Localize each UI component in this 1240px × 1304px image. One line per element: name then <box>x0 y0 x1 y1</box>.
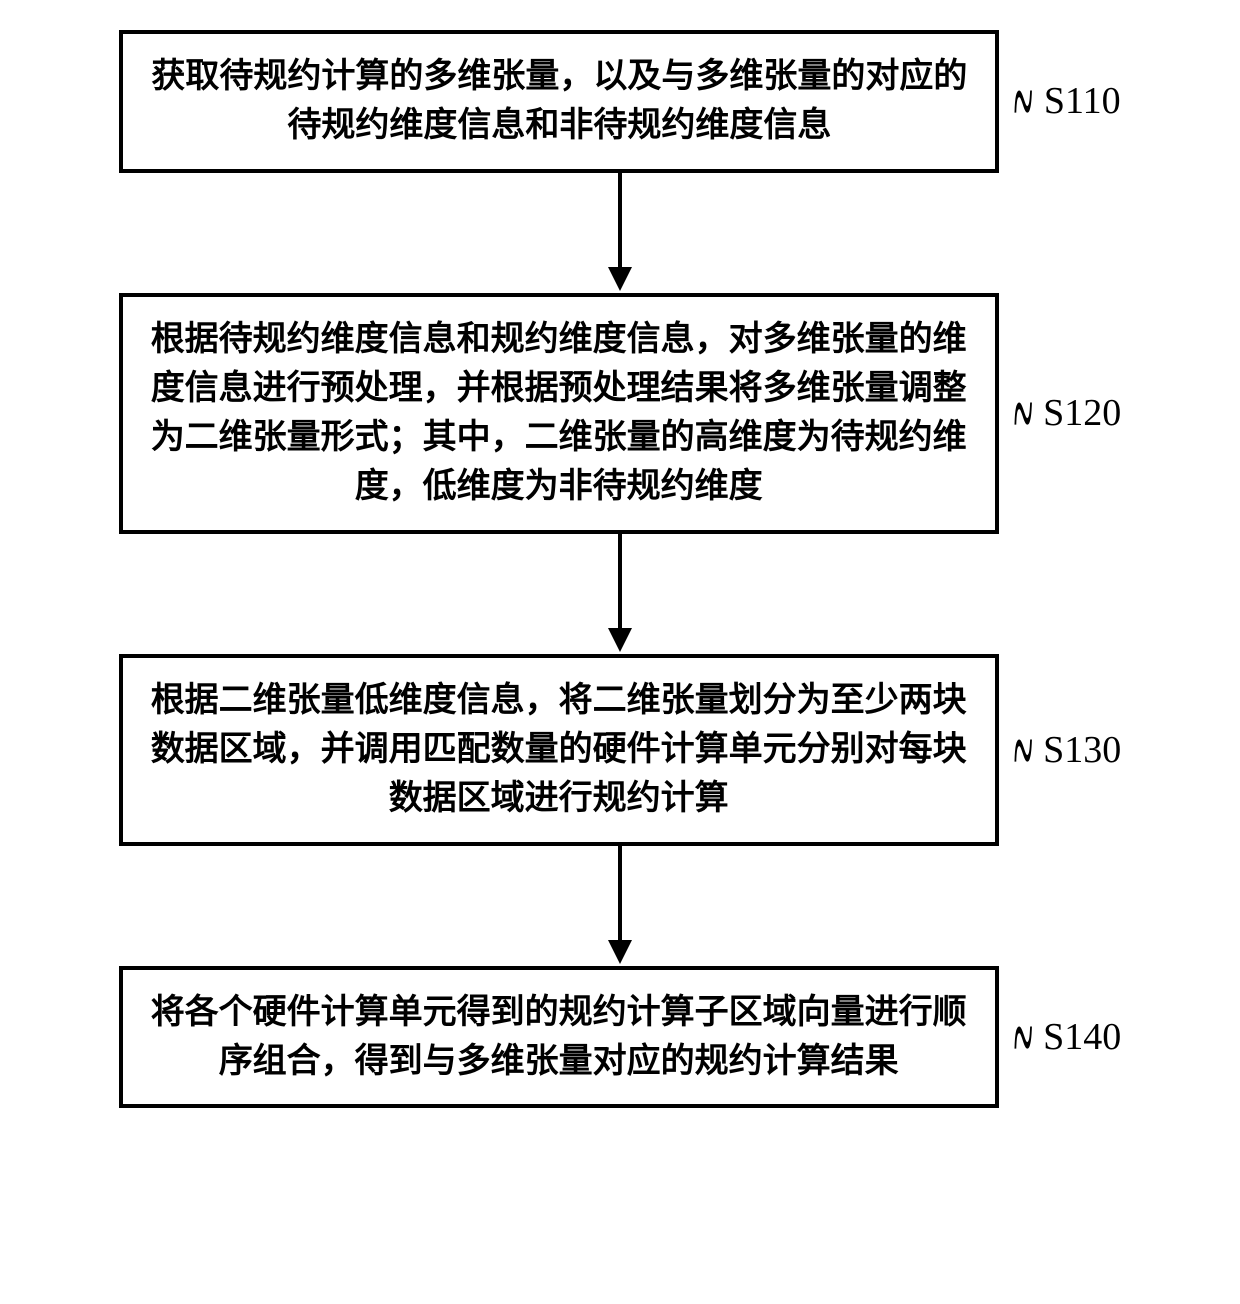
step-label: S120 <box>1043 391 1121 435</box>
step-label-wrap: ~ S110 <box>1007 71 1120 131</box>
step-box-s110: 获取待规约计算的多维张量，以及与多维张量的对应的待规约维度信息和非待规约维度信息 <box>119 30 999 173</box>
arrow-down <box>600 846 640 966</box>
step-box-s130: 根据二维张量低维度信息，将二维张量划分为至少两块数据区域，并调用匹配数量的硬件计… <box>119 654 999 846</box>
step-label-wrap: ~ S140 <box>1007 1007 1122 1067</box>
arrow-down <box>600 534 640 654</box>
flowchart-container: 获取待规约计算的多维张量，以及与多维张量的对应的待规约维度信息和非待规约维度信息… <box>20 30 1220 1108</box>
step-row: 根据二维张量低维度信息，将二维张量划分为至少两块数据区域，并调用匹配数量的硬件计… <box>20 654 1220 846</box>
step-label-wrap: ~ S130 <box>1007 720 1122 780</box>
step-box-s120: 根据待规约维度信息和规约维度信息，对多维张量的维度信息进行预处理，并根据预处理结… <box>119 293 999 534</box>
step-row: 将各个硬件计算单元得到的规约计算子区域向量进行顺序组合，得到与多维张量对应的规约… <box>20 966 1220 1109</box>
step-text: 根据待规约维度信息和规约维度信息，对多维张量的维度信息进行预处理，并根据预处理结… <box>151 321 967 506</box>
connector-tilde: ~ <box>1013 347 1032 479</box>
arrow-icon <box>600 534 640 654</box>
step-text: 将各个硬件计算单元得到的规约计算子区域向量进行顺序组合，得到与多维张量对应的规约… <box>151 994 967 1080</box>
step-label: S130 <box>1043 728 1121 772</box>
arrow-icon <box>600 173 640 293</box>
arrow-down <box>600 173 640 293</box>
step-row: 根据待规约维度信息和规约维度信息，对多维张量的维度信息进行预处理，并根据预处理结… <box>20 293 1220 534</box>
step-text: 获取待规约计算的多维张量，以及与多维张量的对应的待规约维度信息和非待规约维度信息 <box>151 58 967 144</box>
step-box-s140: 将各个硬件计算单元得到的规约计算子区域向量进行顺序组合，得到与多维张量对应的规约… <box>119 966 999 1109</box>
connector-tilde: ~ <box>1013 971 1032 1103</box>
step-label-wrap: ~ S120 <box>1007 383 1122 443</box>
arrow-icon <box>600 846 640 966</box>
step-label: S140 <box>1043 1015 1121 1059</box>
step-text: 根据二维张量低维度信息，将二维张量划分为至少两块数据区域，并调用匹配数量的硬件计… <box>151 682 967 818</box>
connector-tilde: ~ <box>1014 35 1033 167</box>
step-label: S110 <box>1044 79 1121 123</box>
connector-tilde: ~ <box>1013 684 1032 816</box>
step-row: 获取待规约计算的多维张量，以及与多维张量的对应的待规约维度信息和非待规约维度信息… <box>20 30 1220 173</box>
